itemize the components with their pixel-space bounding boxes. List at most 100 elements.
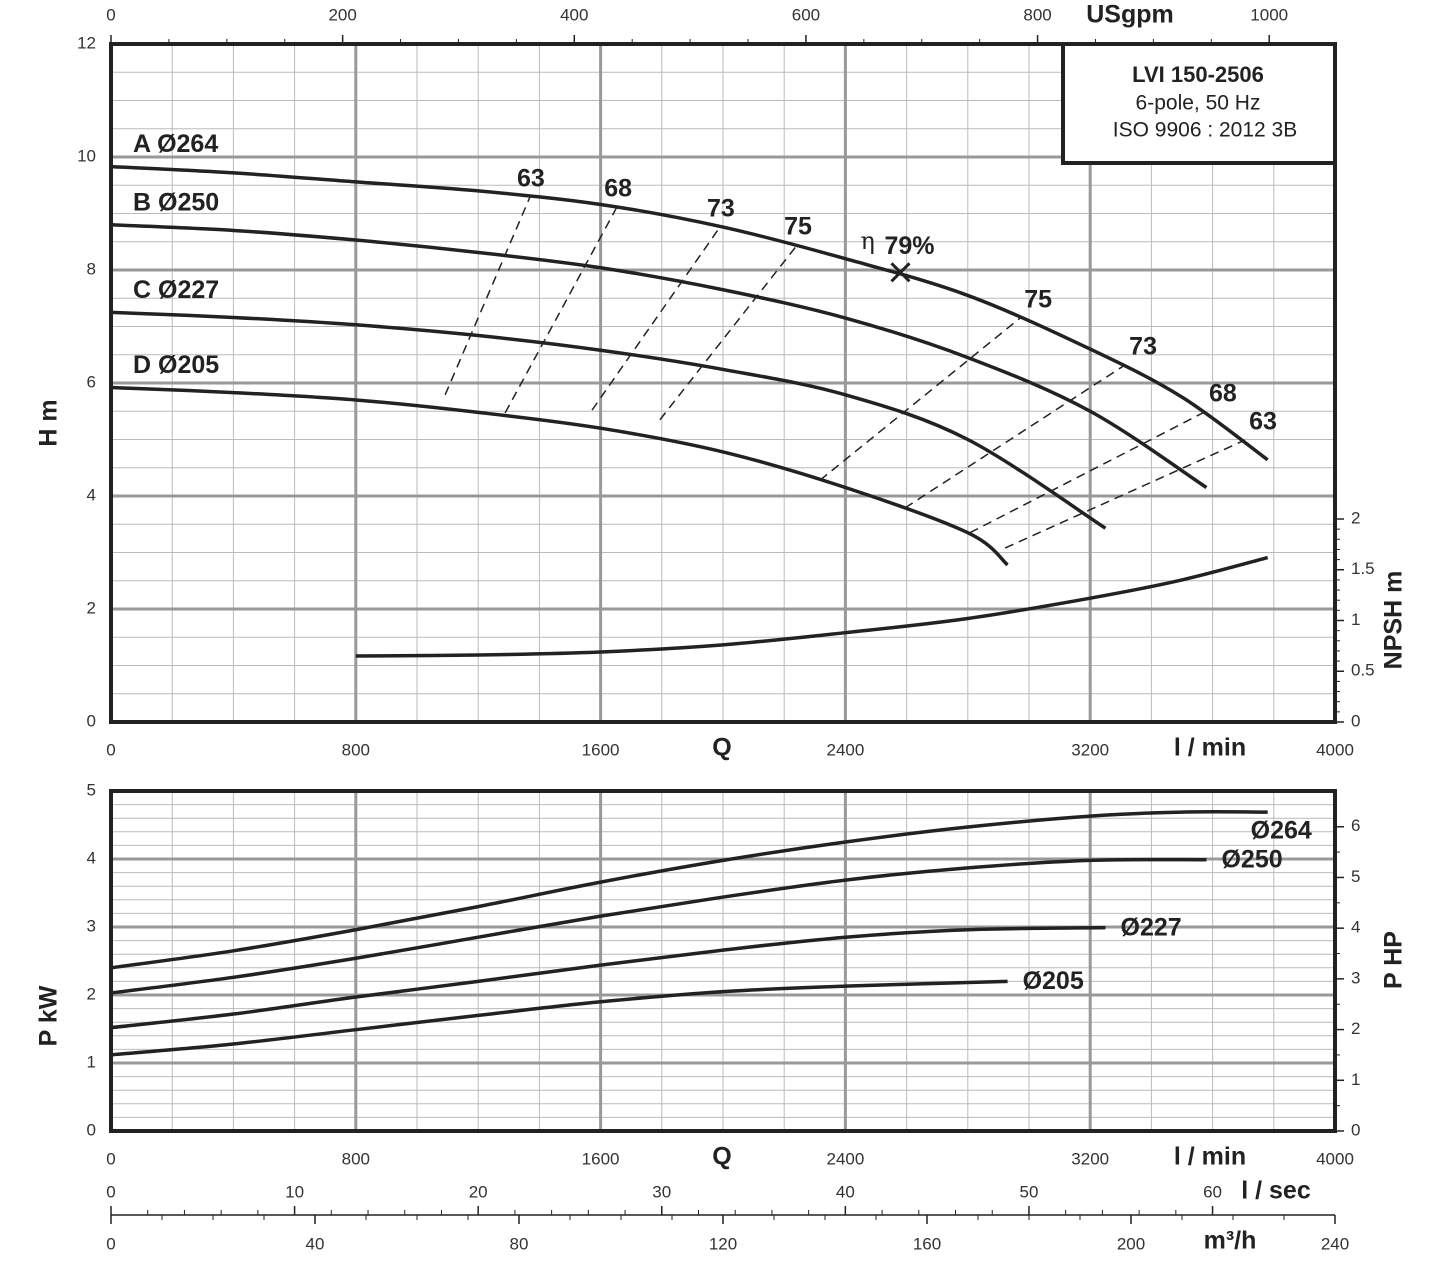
efficiency-label: 68 — [1209, 379, 1237, 407]
extra-axis-tick-label: 0 — [106, 1234, 115, 1253]
x2-tick-label: 200 — [328, 5, 356, 24]
plot-frame — [109, 42, 1337, 724]
x-axis-title: Q — [712, 1143, 731, 1171]
curve — [110, 810, 1268, 970]
efficiency-label: 63 — [1249, 408, 1277, 436]
y2-tick-label: 0.5 — [1351, 661, 1375, 680]
curve-label: Ø250 — [1221, 845, 1282, 873]
x-tick-label: 0 — [106, 740, 115, 759]
y-tick-label: 1 — [87, 1052, 96, 1071]
curve-label: C Ø227 — [133, 276, 219, 304]
curve-label: D Ø205 — [133, 351, 219, 379]
x-tick-label: 1600 — [582, 740, 620, 759]
efficiency-line — [904, 364, 1126, 509]
y2-tick-label: 1 — [1351, 1070, 1360, 1089]
efficiency-line — [819, 317, 1021, 481]
extra-axis-tick-label: 20 — [469, 1182, 488, 1201]
title-box — [1061, 42, 1337, 165]
curve — [110, 164, 1269, 462]
x-tick-label: 1600 — [582, 1149, 620, 1168]
efficiency-label: 75 — [1024, 286, 1052, 314]
best-efficiency-label: 79% — [884, 232, 934, 260]
extra-axis-tick-label: 240 — [1321, 1234, 1349, 1253]
y-tick-label: 0 — [87, 1120, 96, 1139]
y2-tick-label: 0 — [1351, 1120, 1360, 1139]
x-tick-label: 4000 — [1316, 1149, 1354, 1168]
extra-axis-title: m³/h — [1204, 1227, 1257, 1255]
y2-tick-label: 4 — [1351, 918, 1360, 937]
y-tick-label: 4 — [87, 485, 96, 504]
x2-tick-label: 800 — [1023, 5, 1051, 24]
y2-tick-label: 6 — [1351, 816, 1360, 835]
x2-tick-label: 0 — [106, 5, 115, 24]
y2-axis-title: NPSH m — [1380, 571, 1408, 670]
y2-tick-label: 2 — [1351, 508, 1360, 527]
curve-label: B Ø250 — [133, 188, 219, 216]
extra-axis-tick-label: 50 — [1019, 1182, 1038, 1201]
extra-axis-title: l / sec — [1241, 1177, 1311, 1205]
curve-label: A Ø264 — [133, 130, 218, 158]
extra-axis-tick-label: 30 — [652, 1182, 671, 1201]
extra-axis-tick-label: 60 — [1203, 1182, 1222, 1201]
efficiency-line — [1004, 439, 1246, 549]
y-tick-label: 5 — [87, 780, 96, 799]
extra-axis-tick-label: 200 — [1117, 1234, 1145, 1253]
curve — [110, 857, 1207, 995]
y-tick-label: 12 — [77, 33, 96, 52]
x2-axis-title: USgpm — [1086, 1, 1174, 29]
curve — [355, 555, 1269, 658]
y2-tick-label: 3 — [1351, 968, 1360, 987]
x-tick-label: 2400 — [826, 1149, 864, 1168]
curve-label: Ø205 — [1023, 967, 1084, 995]
chart-note: ISO 9906 : 2012 3B — [1113, 119, 1297, 142]
x2-tick-label: 600 — [792, 5, 820, 24]
extra-axis-tick-label: 80 — [510, 1234, 529, 1253]
x-tick-label: 800 — [342, 740, 370, 759]
curve — [110, 310, 1107, 530]
extra-axis-tick-label: 0 — [106, 1182, 115, 1201]
curve — [110, 223, 1208, 489]
efficiency-label: 63 — [517, 165, 545, 193]
efficiency-line — [591, 226, 721, 411]
chart-title: LVI 150-2506 — [1132, 62, 1264, 87]
y2-tick-label: 1 — [1351, 610, 1360, 629]
extra-axis-tick-label: 40 — [306, 1234, 325, 1253]
x-axis-unit: l / min — [1174, 734, 1246, 762]
y-tick-label: 10 — [77, 146, 96, 165]
y2-axis-title: P HP — [1380, 931, 1408, 989]
efficiency-line — [504, 206, 618, 414]
x-tick-label: 800 — [342, 1149, 370, 1168]
x-tick-label: 3200 — [1071, 740, 1109, 759]
plot-frame — [109, 789, 1337, 1133]
y-tick-label: 6 — [87, 372, 96, 391]
extra-axis-tick-label: 40 — [836, 1182, 855, 1201]
y-tick-label: 2 — [87, 984, 96, 1003]
x-tick-label: 0 — [106, 1149, 115, 1168]
eta-symbol: η — [860, 227, 874, 255]
y-tick-label: 4 — [87, 848, 96, 867]
curve — [110, 385, 1009, 567]
x-tick-label: 3200 — [1071, 1149, 1109, 1168]
efficiency-line — [659, 244, 798, 421]
x-tick-label: 4000 — [1316, 740, 1354, 759]
y-tick-label: 3 — [87, 916, 96, 935]
y2-tick-label: 0 — [1351, 711, 1360, 730]
y-tick-label: 8 — [87, 259, 96, 278]
curve-label: Ø227 — [1121, 913, 1182, 941]
y2-tick-label: 1.5 — [1351, 559, 1375, 578]
x2-tick-label: 1000 — [1250, 5, 1288, 24]
efficiency-line — [444, 196, 531, 396]
y2-tick-label: 5 — [1351, 867, 1360, 886]
extra-axis-tick-label: 120 — [709, 1234, 737, 1253]
chart-subtitle: 6-pole, 50 Hz — [1136, 92, 1261, 115]
y-tick-label: 0 — [87, 711, 96, 730]
x2-tick-label: 400 — [560, 5, 588, 24]
extra-axis-tick-label: 10 — [285, 1182, 304, 1201]
efficiency-label: 75 — [784, 213, 812, 241]
extra-axis-tick-label: 160 — [913, 1234, 941, 1253]
y2-tick-label: 2 — [1351, 1019, 1360, 1038]
y-axis-title: P kW — [35, 985, 63, 1046]
y-tick-label: 2 — [87, 598, 96, 617]
curve — [110, 925, 1106, 1030]
